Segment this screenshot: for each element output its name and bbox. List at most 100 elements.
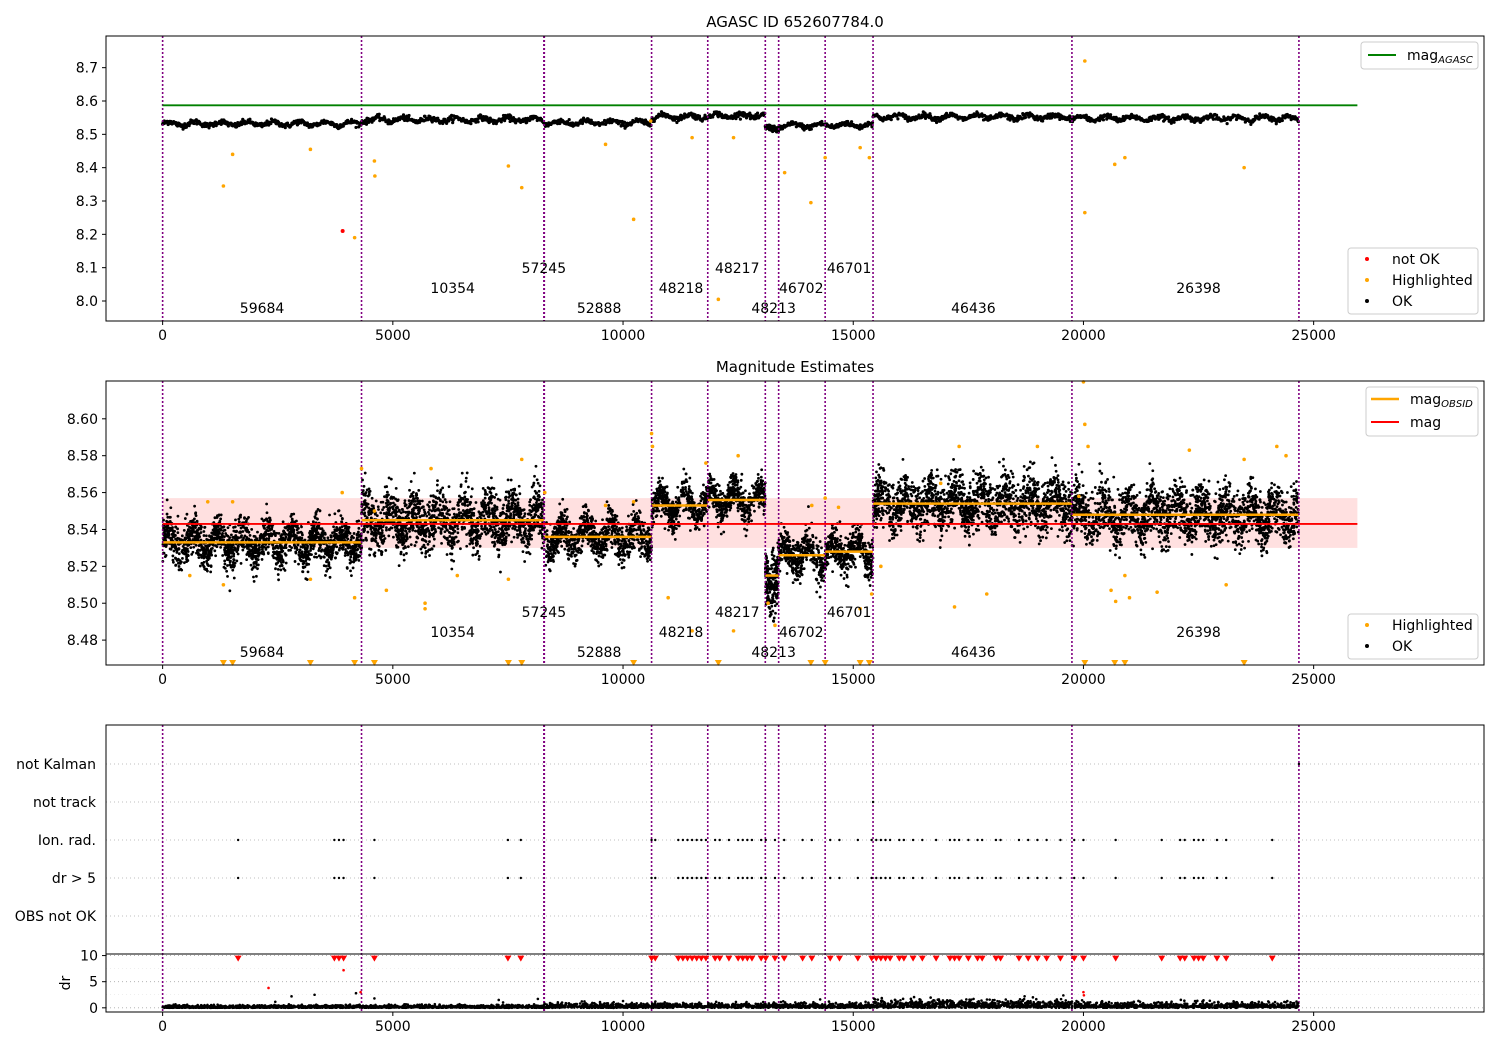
ok-point bbox=[429, 494, 433, 498]
ok-point bbox=[461, 497, 465, 501]
ok-point bbox=[315, 510, 318, 513]
ok-point bbox=[279, 544, 283, 548]
ok-point bbox=[187, 536, 190, 540]
ok-point bbox=[226, 526, 230, 530]
ok-point bbox=[235, 537, 239, 541]
panel-agasc-xtick-label-3: 15000 bbox=[831, 328, 876, 344]
highlighted-point-12 bbox=[809, 200, 813, 205]
ok-point bbox=[241, 548, 245, 552]
panel-agasc-xtick-label-5: 25000 bbox=[1291, 328, 1336, 344]
ok-point bbox=[432, 544, 436, 548]
ok-point bbox=[177, 537, 181, 541]
ok-point bbox=[324, 552, 327, 556]
ok-point bbox=[260, 545, 264, 549]
highlighted-point-10 bbox=[716, 297, 721, 302]
ok-point bbox=[321, 534, 324, 538]
ok-point bbox=[231, 560, 235, 564]
ok-point bbox=[276, 567, 280, 571]
ok-point bbox=[333, 528, 337, 532]
ok-point bbox=[397, 564, 401, 568]
ok-point bbox=[199, 531, 203, 534]
ok-point bbox=[221, 534, 225, 538]
ok-point bbox=[809, 127, 813, 131]
ok-point bbox=[404, 510, 408, 514]
highlighted-point-17 bbox=[1083, 59, 1087, 63]
ok-point bbox=[513, 510, 516, 513]
ok-point bbox=[177, 552, 181, 556]
ok-point bbox=[173, 529, 177, 533]
ok-point bbox=[394, 514, 398, 518]
ok-point bbox=[243, 516, 246, 520]
ok-point bbox=[313, 555, 316, 559]
ok-point bbox=[1280, 118, 1284, 123]
ok-point bbox=[521, 550, 525, 554]
ok-point bbox=[245, 558, 249, 562]
ok-point bbox=[276, 555, 280, 559]
ok-point bbox=[284, 546, 288, 550]
ok-point bbox=[254, 544, 257, 547]
ok-point bbox=[239, 535, 243, 539]
ok-point bbox=[391, 515, 395, 519]
panel-agasc-obsid-label-2: 57245 bbox=[522, 261, 567, 277]
ok-point bbox=[277, 538, 281, 541]
ok-point bbox=[178, 561, 182, 565]
ok-point bbox=[204, 544, 208, 548]
ok-point bbox=[227, 547, 231, 551]
legend-marker-1 bbox=[1365, 278, 1369, 282]
ok-point bbox=[246, 537, 250, 541]
ok-point bbox=[275, 531, 279, 535]
legend-subscript: AGASC bbox=[1437, 55, 1473, 66]
highlighted-point-9 bbox=[631, 217, 636, 222]
ok-point bbox=[252, 579, 256, 583]
ok-point bbox=[290, 546, 294, 550]
ok-point bbox=[496, 497, 500, 501]
ok-point bbox=[173, 545, 177, 548]
ok-point bbox=[327, 562, 331, 566]
ok-point bbox=[251, 557, 254, 561]
panel-agasc-obsid-label-10: 26398 bbox=[1176, 281, 1221, 297]
ok-point bbox=[286, 528, 290, 532]
ok-point bbox=[425, 514, 429, 518]
ok-point bbox=[284, 532, 288, 536]
ok-point bbox=[534, 464, 538, 468]
ok-point bbox=[443, 530, 447, 534]
ok-point bbox=[439, 531, 443, 535]
ok-point bbox=[453, 529, 457, 533]
ok-point bbox=[208, 534, 212, 538]
ok-point bbox=[313, 527, 317, 531]
ok-point bbox=[319, 556, 323, 560]
ok-point bbox=[213, 549, 217, 553]
ok-point bbox=[274, 546, 278, 549]
ok-point bbox=[526, 545, 529, 549]
ok-point bbox=[272, 532, 276, 536]
ok-point bbox=[345, 567, 349, 570]
ok-point bbox=[478, 534, 482, 537]
ok-point bbox=[245, 517, 249, 521]
ok-point bbox=[205, 546, 208, 550]
panel-agasc-ytick-label-6: 8.6 bbox=[76, 94, 98, 110]
ok-point bbox=[445, 512, 449, 515]
panel-agasc-title: AGASC ID 652607784.0 bbox=[706, 13, 884, 31]
ok-point bbox=[172, 535, 176, 539]
panel-agasc-obsid-label-9: 46436 bbox=[951, 301, 996, 317]
panel-agasc-ytick-label-3: 8.3 bbox=[76, 194, 98, 210]
ok-point bbox=[355, 554, 359, 557]
ok-point bbox=[197, 556, 201, 559]
ok-point bbox=[510, 504, 513, 508]
ok-point bbox=[347, 553, 350, 556]
ok-point bbox=[395, 526, 399, 530]
ok-point bbox=[282, 530, 285, 533]
highlighted-point-8 bbox=[603, 142, 608, 147]
ok-point bbox=[280, 533, 284, 536]
ok-point bbox=[404, 503, 408, 507]
ok-point bbox=[385, 498, 389, 502]
ok-point bbox=[469, 495, 473, 499]
ok-point bbox=[481, 486, 485, 490]
ok-point bbox=[478, 544, 482, 548]
highlighted-point-16 bbox=[1083, 210, 1087, 215]
ok-point bbox=[434, 530, 438, 533]
ok-point bbox=[416, 529, 420, 533]
ok-point bbox=[253, 551, 257, 555]
ok-point bbox=[405, 533, 408, 537]
